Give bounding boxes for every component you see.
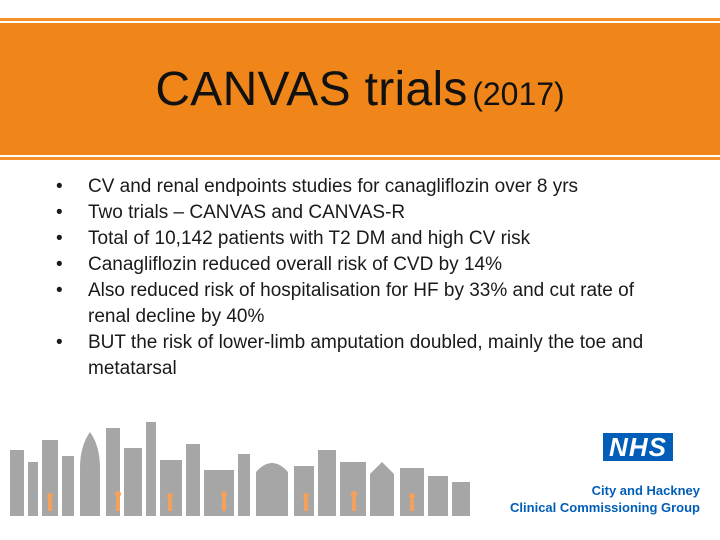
title-text: CANVAS trials [155,63,468,116]
bullet-item: Two trials – CANVAS and CANVAS-R [56,200,672,226]
city-skyline-illustration [10,422,470,516]
bullet-item: Canagliflozin reduced overall risk of CV… [56,252,672,278]
bullet-item: BUT the risk of lower-limb amputation do… [56,330,672,382]
slide-title: CANVAS trials (2017) [0,62,720,117]
bullet-item: Total of 10,142 patients with T2 DM and … [56,226,672,252]
org-line-1: City and Hackney [591,483,700,498]
organisation-name: City and Hackney Clinical Commissioning … [510,482,700,516]
bullet-item: CV and renal endpoints studies for canag… [56,174,672,200]
org-line-2: Clinical Commissioning Group [510,500,700,515]
bullet-list: CV and renal endpoints studies for canag… [56,174,672,382]
title-band [0,18,720,160]
title-year: (2017) [472,76,565,112]
nhs-logo: NHS [603,433,673,461]
bullet-item: Also reduced risk of hospitalisation for… [56,278,672,330]
